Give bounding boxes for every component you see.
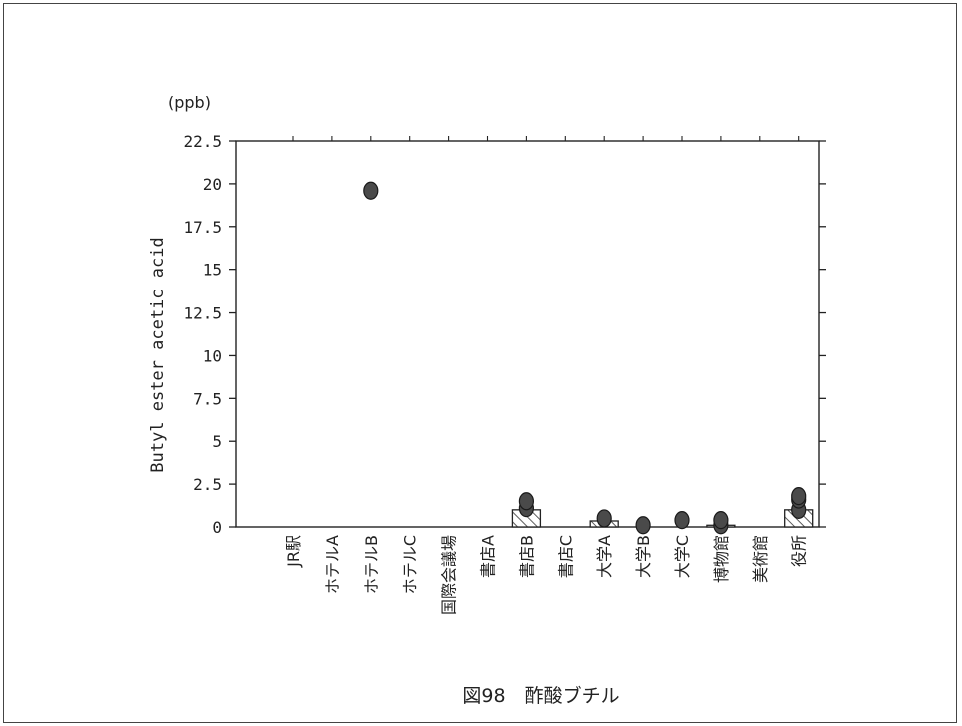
point-series: [363, 181, 807, 535]
x-category-label: 国際会議場: [440, 535, 459, 615]
data-point: [635, 516, 651, 535]
x-category-label: 役所: [790, 535, 809, 567]
plot-area: [235, 140, 820, 528]
x-category-label: 大学A: [595, 535, 614, 578]
x-category-label: 大学B: [634, 535, 653, 578]
y-tick-label: 0: [212, 518, 222, 537]
x-category-label: 大学C: [673, 535, 692, 578]
y-tick-label: 5: [212, 432, 222, 451]
data-point: [791, 487, 807, 506]
y-tick-label: 7.5: [193, 389, 222, 408]
x-axis-labels: JR駅 ホテルA ホテルB ホテルC 国際会議場 書店A 書店B 書店C 大学A 大学B 大学C 博物…: [284, 136, 809, 615]
y-axis-ticks: 0 2.5 5 7.5 10 12.5 15 17.5 20 22.5: [183, 132, 826, 537]
x-category-label: 美術館: [751, 535, 770, 583]
unit-label: (ppb): [168, 93, 211, 112]
y-tick-label: 10: [203, 346, 222, 365]
data-point: [518, 492, 535, 511]
data-point: [674, 511, 690, 530]
y-tick-label: 15: [203, 261, 222, 280]
chart-frame: [3, 3, 957, 723]
data-point: [363, 181, 379, 200]
data-point: [596, 509, 612, 528]
x-category-label: ホテルA: [323, 535, 342, 594]
x-category-label: 博物館: [712, 535, 731, 583]
y-tick-label: 22.5: [183, 132, 222, 151]
figure-caption: 図98 酢酸ブチル: [462, 684, 619, 707]
y-axis-title: Butyl ester acetic acid: [148, 237, 168, 472]
y-tick-label: 12.5: [183, 304, 222, 323]
x-category-label: 書店B: [517, 535, 536, 578]
bar-series: [511, 509, 814, 528]
x-category-label: ホテルB: [362, 535, 381, 594]
data-point: [713, 511, 729, 530]
x-category-label: ホテルC: [401, 535, 420, 594]
x-category-label: 書店A: [479, 535, 498, 578]
y-tick-label: 20: [203, 175, 222, 194]
y-tick-label: 17.5: [183, 218, 222, 237]
x-category-label: JR駅: [284, 535, 303, 568]
x-category-label: 書店C: [556, 535, 575, 578]
y-tick-label: 2.5: [193, 475, 222, 494]
